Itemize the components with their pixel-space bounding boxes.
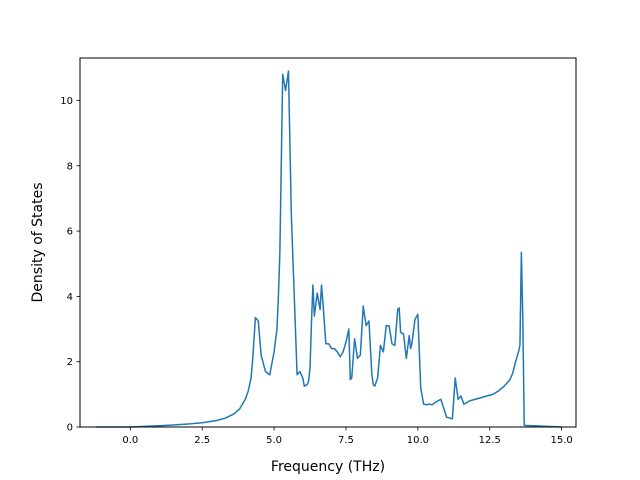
y-tick-label: 4 xyxy=(67,292,73,303)
axes-frame xyxy=(79,57,577,428)
x-axis-title: Frequency (THz) xyxy=(271,459,385,475)
y-tick-label: 8 xyxy=(67,161,73,172)
x-axis-ticks: 0.0 2.5 5.0 7.5 10.0 12.5 15.0 xyxy=(122,427,573,446)
plot-area xyxy=(95,70,562,428)
y-axis-title: Density of States xyxy=(30,183,46,303)
y-tick-label: 6 xyxy=(67,227,73,238)
y-tick-label: 0 xyxy=(67,423,73,434)
x-tick-label: 10.0 xyxy=(407,435,429,446)
x-tick-label: 0.0 xyxy=(122,435,138,446)
x-tick-label: 5.0 xyxy=(266,435,282,446)
dos-series-line xyxy=(95,70,562,428)
y-axis-ticks: 0 2 4 6 8 10 xyxy=(60,96,80,434)
x-tick-label: 2.5 xyxy=(194,435,210,446)
x-tick-label: 7.5 xyxy=(338,435,354,446)
y-tick-label: 2 xyxy=(67,357,73,368)
y-tick-label: 10 xyxy=(60,96,73,107)
x-tick-label: 15.0 xyxy=(550,435,572,446)
x-tick-label: 12.5 xyxy=(479,435,501,446)
